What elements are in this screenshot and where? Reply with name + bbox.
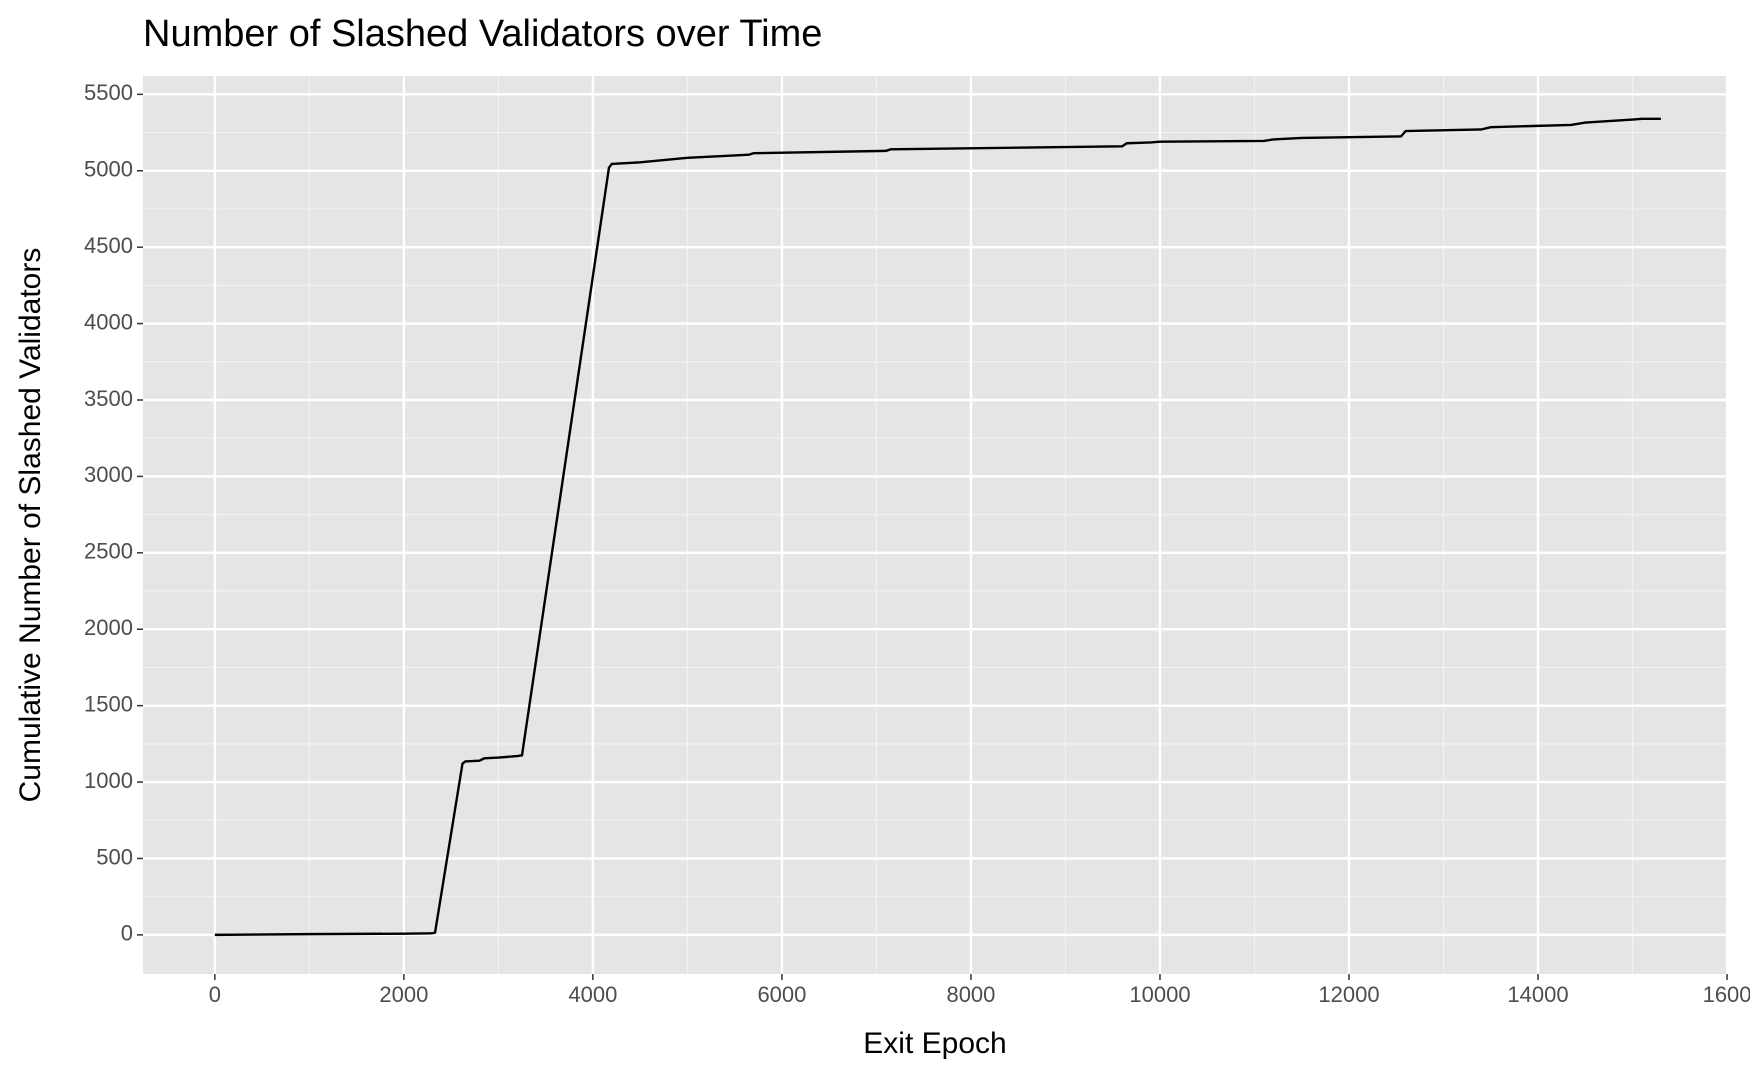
x-tick-label: 0 bbox=[209, 982, 221, 1007]
x-axis-title: Exit Epoch bbox=[863, 1027, 1006, 1060]
x-tick-label: 10000 bbox=[1129, 982, 1190, 1007]
y-tick-label: 0 bbox=[121, 921, 133, 946]
data-line bbox=[214, 117, 1661, 937]
y-tick-label: 2500 bbox=[84, 539, 133, 564]
x-tick-label: 8000 bbox=[946, 982, 995, 1007]
y-tick-label: 1500 bbox=[84, 691, 133, 716]
y-tick-label: 4000 bbox=[84, 309, 133, 334]
y-tick-label: 2000 bbox=[84, 615, 133, 640]
y-tick-label: 5500 bbox=[84, 80, 133, 105]
x-tick-label: 6000 bbox=[757, 982, 806, 1007]
y-tick-label: 1000 bbox=[84, 768, 133, 793]
x-tick-label: 12000 bbox=[1318, 982, 1379, 1007]
y-tick-label: 4500 bbox=[84, 233, 133, 258]
y-tick-label: 3500 bbox=[84, 386, 133, 411]
y-tick-label: 3000 bbox=[84, 462, 133, 487]
chart-title: Number of Slashed Validators over Time bbox=[143, 13, 822, 55]
y-tick-label: 500 bbox=[96, 844, 133, 869]
x-tick-label: 1600 bbox=[1703, 982, 1750, 1007]
x-tick-label: 14000 bbox=[1507, 982, 1568, 1007]
x-tick-label: 2000 bbox=[379, 982, 428, 1007]
x-tick-label: 4000 bbox=[568, 982, 617, 1007]
panel bbox=[143, 76, 1728, 974]
y-axis-title: Cumulative Number of Slashed Validators bbox=[14, 248, 47, 803]
y-tick-label: 5000 bbox=[84, 157, 133, 182]
